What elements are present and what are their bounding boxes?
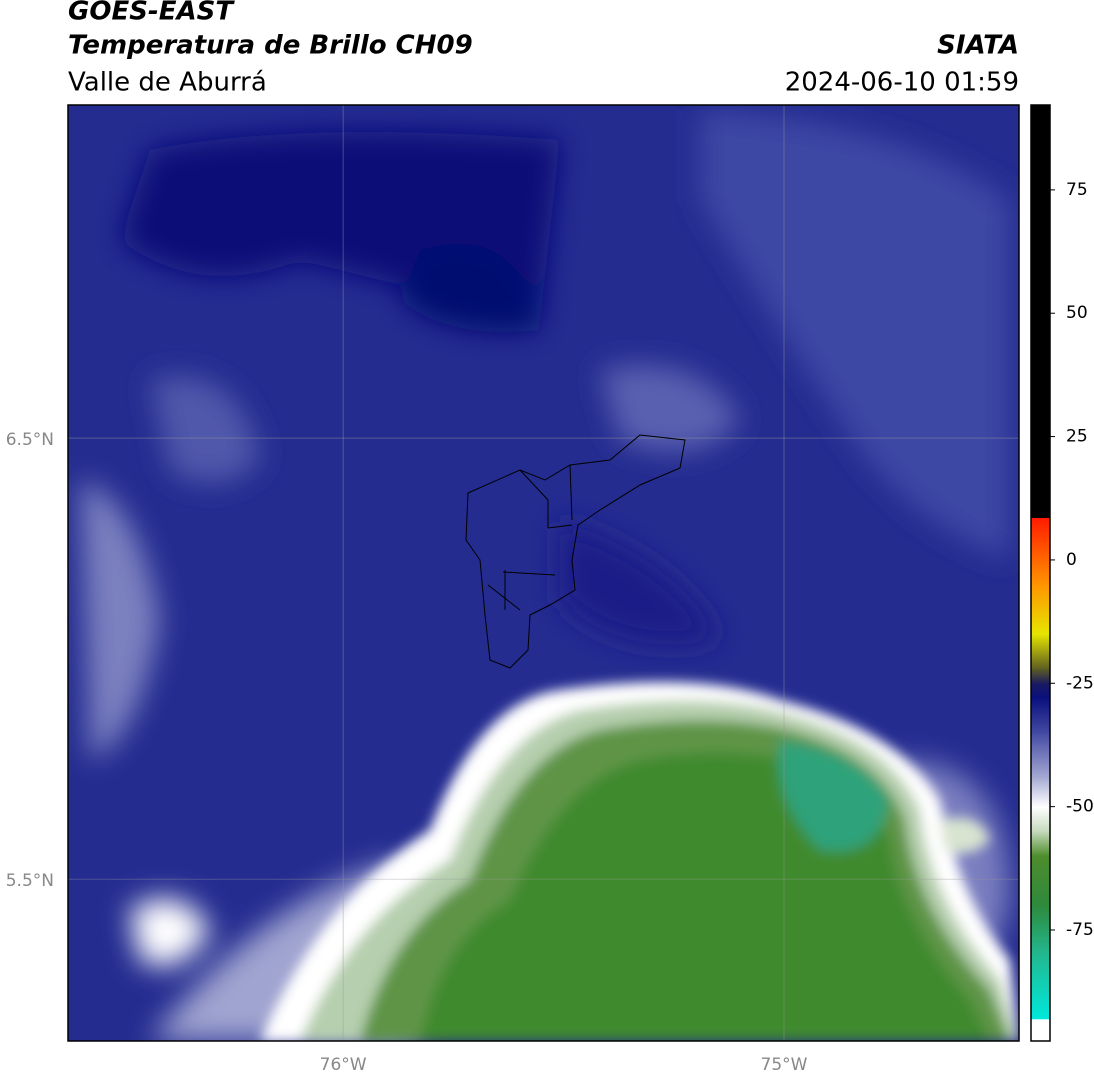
colorbar-tick-label: -50 — [1066, 797, 1094, 817]
colorbar — [1031, 105, 1050, 1042]
colorbar-tick-label: 25 — [1066, 427, 1088, 447]
x-tick-label: 76°W — [320, 1055, 367, 1075]
temperature-field — [68, 105, 1019, 1041]
y-tick-label: 6.5°N — [6, 430, 54, 450]
datetime: 2024-06-10 01:59 — [785, 68, 1019, 98]
colorbar-segment — [1031, 855, 1050, 906]
x-tick-label: 75°W — [761, 1055, 808, 1075]
colorbar-tick-label: -25 — [1066, 673, 1094, 693]
y-tick-label: 5.5°N — [6, 871, 54, 891]
colorbar-tick-label: -75 — [1066, 920, 1094, 940]
colorbar-segment — [1031, 683, 1050, 699]
map-frame — [67, 104, 1020, 1042]
colorbar-segment — [1031, 698, 1050, 734]
municipal-boundaries — [465, 434, 686, 669]
region: Valle de Aburrá — [68, 68, 267, 98]
colorbar-segment — [1031, 806, 1050, 832]
colorbar-segment — [1031, 905, 1050, 956]
colorbar-segment — [1031, 954, 1050, 1020]
colorbar-tick-label: 75 — [1066, 180, 1088, 200]
colorbar-segment — [1031, 732, 1050, 778]
title: GOES-EAST — [68, 0, 235, 27]
colorbar-segment — [1031, 517, 1050, 586]
colorbar-segment — [1031, 1018, 1050, 1042]
colorbar-segment — [1031, 584, 1050, 635]
source: SIATA — [937, 31, 1019, 61]
subtitle: Temperatura de Brillo CH09 — [68, 31, 473, 61]
colorbar-frame — [1030, 104, 1051, 1042]
graticule — [68, 105, 1019, 1041]
colorbar-segment — [1031, 777, 1050, 808]
colorbar-segment — [1031, 831, 1050, 857]
colorbar-segment — [1031, 668, 1050, 684]
colorbar-segment — [1031, 105, 1050, 518]
colorbar-tick-label: 0 — [1066, 550, 1077, 570]
colorbar-segment — [1031, 633, 1050, 669]
colorbar-tick-label: 50 — [1066, 303, 1088, 323]
